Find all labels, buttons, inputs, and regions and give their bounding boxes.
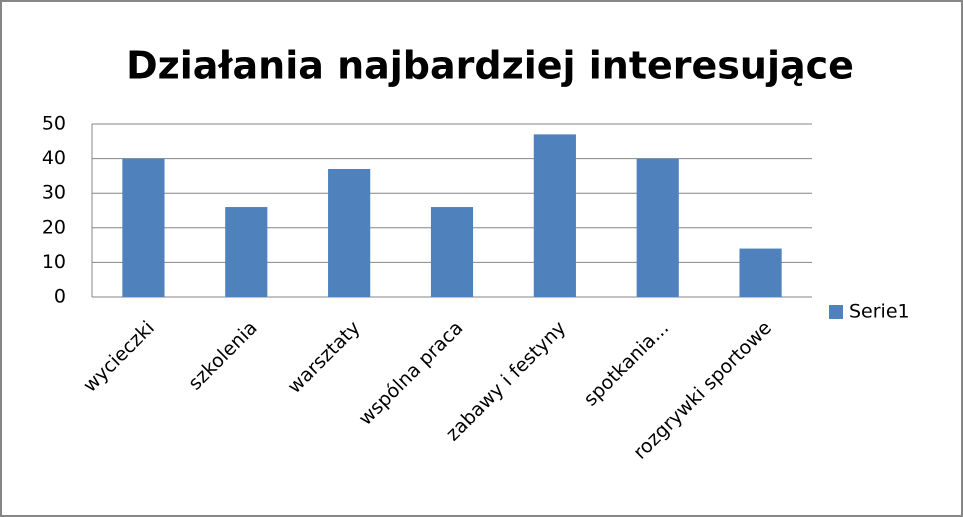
legend-label: Serie1 bbox=[849, 301, 910, 323]
chart-title: Działania najbardziej interesujące bbox=[126, 44, 854, 88]
bar bbox=[225, 207, 268, 297]
bar bbox=[328, 168, 371, 297]
y-tick-label: 10 bbox=[42, 251, 66, 273]
bar bbox=[533, 134, 576, 297]
bar bbox=[430, 207, 474, 297]
y-tick-label: 0 bbox=[54, 286, 66, 308]
bar bbox=[739, 248, 782, 297]
legend-swatch bbox=[829, 305, 843, 319]
y-tick-label: 50 bbox=[42, 113, 66, 135]
y-tick-label: 30 bbox=[42, 182, 66, 204]
y-tick-label: 40 bbox=[42, 147, 66, 169]
y-tick-label: 20 bbox=[42, 216, 66, 238]
bar bbox=[636, 158, 679, 297]
bar bbox=[122, 158, 165, 297]
